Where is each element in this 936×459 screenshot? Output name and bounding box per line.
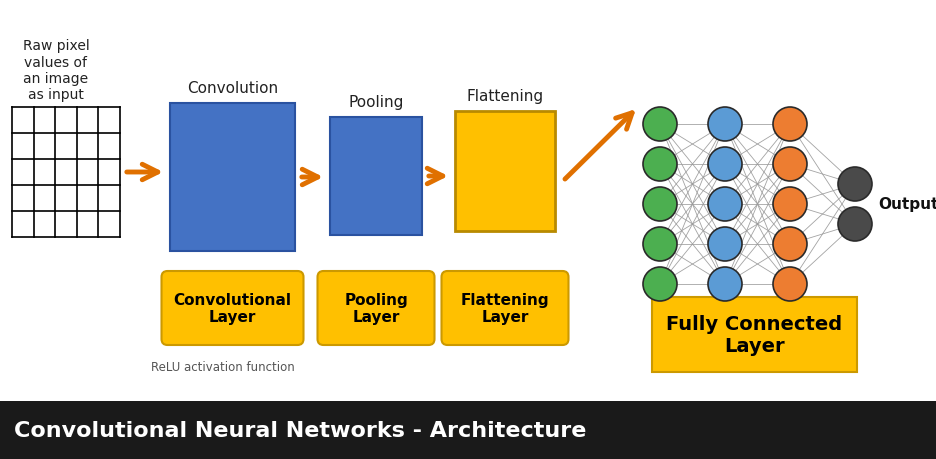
Bar: [652, 297, 857, 372]
Circle shape: [773, 188, 807, 222]
Circle shape: [708, 268, 742, 302]
Circle shape: [643, 188, 677, 222]
Circle shape: [708, 108, 742, 142]
Bar: [0, 401, 936, 459]
Circle shape: [838, 168, 872, 202]
FancyBboxPatch shape: [317, 271, 434, 345]
Circle shape: [708, 228, 742, 262]
Bar: [330, 118, 422, 235]
Circle shape: [773, 228, 807, 262]
Text: Pooling
Layer: Pooling Layer: [344, 292, 408, 325]
Circle shape: [708, 188, 742, 222]
Circle shape: [773, 108, 807, 142]
Circle shape: [643, 148, 677, 182]
Circle shape: [773, 148, 807, 182]
FancyBboxPatch shape: [162, 271, 303, 345]
Text: Convolutional Neural Networks - Architecture: Convolutional Neural Networks - Architec…: [14, 420, 586, 440]
Bar: [455, 112, 555, 231]
Circle shape: [643, 108, 677, 142]
Circle shape: [643, 268, 677, 302]
Bar: [170, 104, 295, 252]
Text: Raw pixel
values of
an image
as input: Raw pixel values of an image as input: [22, 39, 89, 102]
Text: Convolutional
Layer: Convolutional Layer: [173, 292, 291, 325]
FancyBboxPatch shape: [442, 271, 568, 345]
Text: ReLU activation function: ReLU activation function: [151, 361, 295, 374]
Circle shape: [708, 148, 742, 182]
Text: Fully Connected
Layer: Fully Connected Layer: [666, 314, 842, 355]
Text: Convolution: Convolution: [187, 81, 278, 96]
Circle shape: [773, 268, 807, 302]
Text: Pooling: Pooling: [348, 95, 403, 110]
Circle shape: [643, 228, 677, 262]
Circle shape: [838, 207, 872, 241]
Text: Output: Output: [878, 197, 936, 212]
Text: Flattening: Flattening: [466, 89, 544, 104]
Text: Flattening
Layer: Flattening Layer: [461, 292, 549, 325]
